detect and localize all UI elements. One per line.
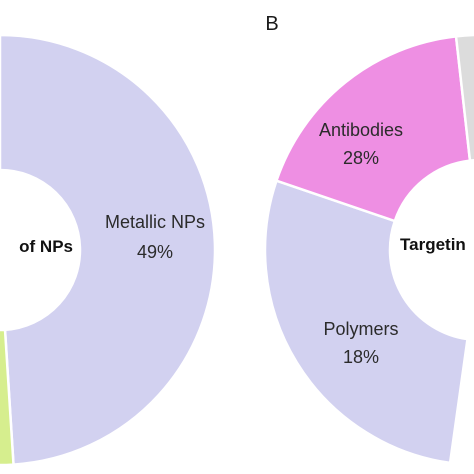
- slice-label-polymers: Polymers: [323, 319, 398, 339]
- donut-chart-b: B Targetin Antibodies 28% Polymers 18%: [263, 13, 474, 465]
- slice-label-antibodies: Antibodies: [319, 120, 403, 140]
- slice-value-antibodies: 28%: [343, 148, 379, 168]
- donut-slice-antibodies: [263, 179, 469, 465]
- donut-slice-metallic-nps: [0, 33, 217, 466]
- donut-slice-polymers: [274, 34, 472, 223]
- center-label-a: of NPs: [19, 237, 73, 256]
- donut-chart-a: of NPs Metallic NPs 49%: [0, 33, 217, 467]
- panel-label-b: B: [265, 13, 278, 35]
- slice-label-metallic-nps: Metallic NPs: [105, 212, 205, 232]
- center-label-b: Targetin: [400, 235, 466, 254]
- donut-slice-grey: [454, 33, 474, 162]
- slice-value-metallic-nps: 49%: [137, 242, 173, 262]
- donut-slice-green: [0, 328, 15, 467]
- slice-value-polymers: 18%: [343, 347, 379, 367]
